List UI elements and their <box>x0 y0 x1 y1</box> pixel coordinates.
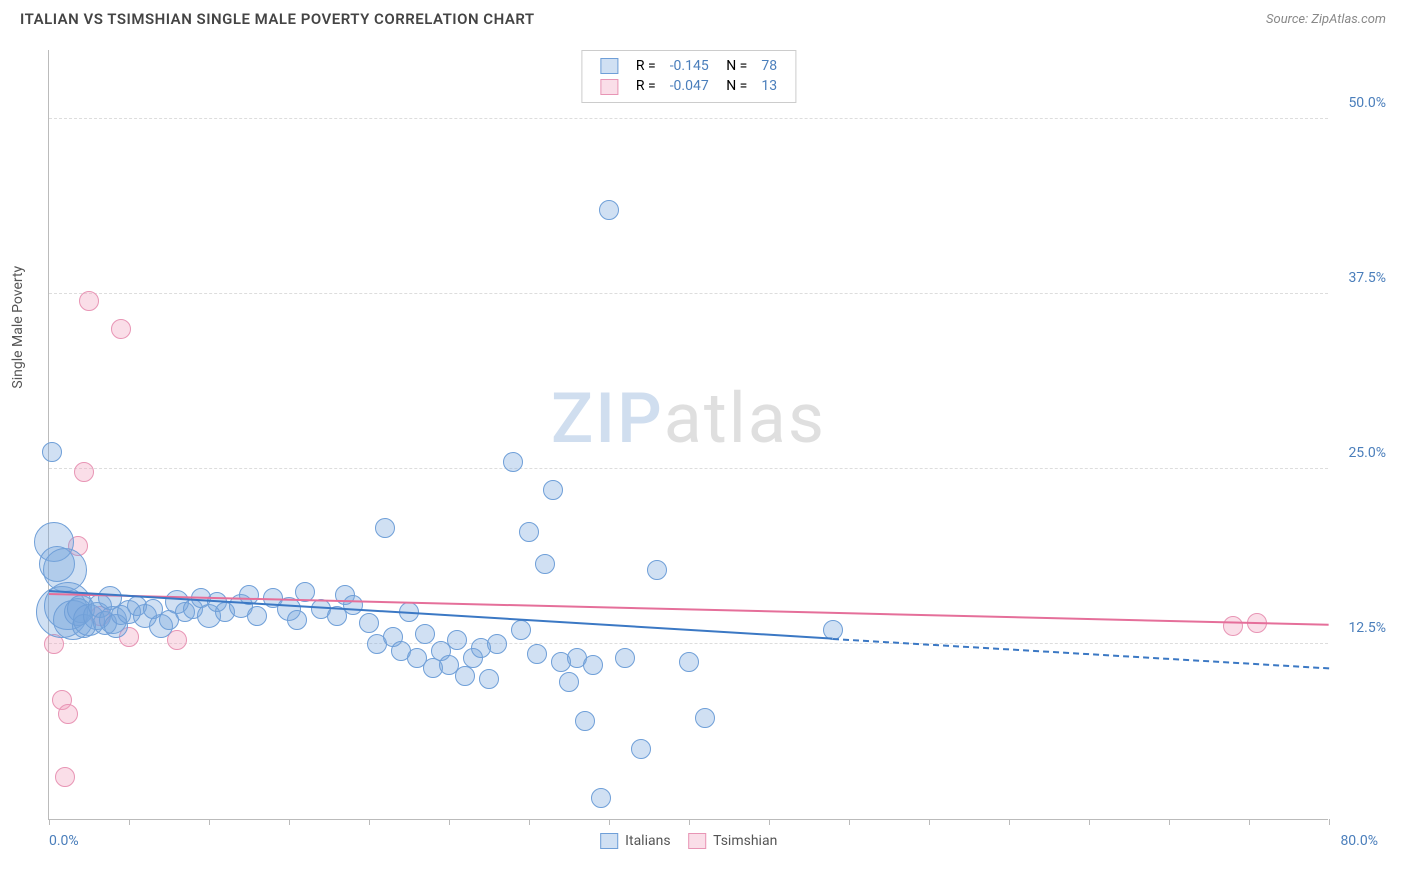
data-point <box>535 554 555 574</box>
gridline <box>49 293 1328 294</box>
legend-series: Italians Tsimshian <box>600 833 778 849</box>
data-point <box>479 669 499 689</box>
data-point <box>647 560 667 580</box>
gridline <box>49 118 1328 119</box>
data-point <box>58 704 78 724</box>
data-point <box>631 739 651 759</box>
x-tick <box>1089 819 1090 825</box>
x-tick <box>1009 819 1010 825</box>
legend-row-italians: R =-0.145 N =78 <box>594 57 783 75</box>
data-point <box>447 630 467 650</box>
x-tick <box>529 819 530 825</box>
data-point <box>247 606 267 626</box>
legend-label-tsimshian: Tsimshian <box>713 833 777 849</box>
x-tick <box>49 819 50 825</box>
data-point <box>487 634 507 654</box>
x-axis-min-label: 0.0% <box>49 833 79 849</box>
y-tick-label: 25.0% <box>1348 445 1386 461</box>
data-point <box>599 200 619 220</box>
data-point <box>111 319 131 339</box>
x-tick <box>129 819 130 825</box>
data-point <box>343 595 363 615</box>
data-point <box>74 462 94 482</box>
data-point <box>679 652 699 672</box>
y-tick-label: 37.5% <box>1348 270 1386 286</box>
x-axis-max-label: 80.0% <box>1340 833 1378 849</box>
chart-title: ITALIAN VS TSIMSHIAN SINGLE MALE POVERTY… <box>20 10 535 28</box>
legend-label-italians: Italians <box>625 833 670 849</box>
gridline <box>49 468 1328 469</box>
data-point <box>415 624 435 644</box>
x-tick <box>1329 819 1330 825</box>
x-tick <box>689 819 690 825</box>
y-tick-label: 50.0% <box>1348 95 1386 111</box>
data-point <box>559 672 579 692</box>
source-label: Source: ZipAtlas.com <box>1266 12 1386 27</box>
legend-stats: R =-0.145 N =78 R =-0.047 N =13 <box>581 50 796 103</box>
y-tick-label: 12.5% <box>1348 620 1386 636</box>
y-axis-label: Single Male Poverty <box>10 266 26 389</box>
data-point <box>591 788 611 808</box>
data-point <box>511 620 531 640</box>
data-point <box>1223 616 1243 636</box>
watermark: ZIPatlas <box>551 378 826 460</box>
data-point <box>42 442 62 462</box>
data-point <box>527 644 547 664</box>
plot-area: ZIPatlas R =-0.145 N =78 R =-0.047 N =13… <box>48 50 1328 820</box>
x-tick <box>449 819 450 825</box>
x-tick <box>609 819 610 825</box>
data-point <box>575 711 595 731</box>
x-tick <box>369 819 370 825</box>
x-tick <box>1249 819 1250 825</box>
x-tick <box>849 819 850 825</box>
chart-container: Single Male Poverty ZIPatlas R =-0.145 N… <box>20 40 1386 860</box>
data-point <box>79 291 99 311</box>
data-point <box>287 610 307 630</box>
data-point <box>543 480 563 500</box>
data-point <box>359 613 379 633</box>
data-point <box>583 655 603 675</box>
x-tick <box>929 819 930 825</box>
data-point <box>615 648 635 668</box>
x-tick <box>289 819 290 825</box>
x-tick <box>209 819 210 825</box>
gridline <box>49 643 1328 644</box>
data-point <box>455 666 475 686</box>
data-point <box>519 522 539 542</box>
data-point <box>503 452 523 472</box>
x-tick <box>1169 819 1170 825</box>
x-tick <box>769 819 770 825</box>
data-point <box>375 518 395 538</box>
data-point <box>55 767 75 787</box>
legend-row-tsimshian: R =-0.047 N =13 <box>594 77 783 95</box>
data-point <box>695 708 715 728</box>
